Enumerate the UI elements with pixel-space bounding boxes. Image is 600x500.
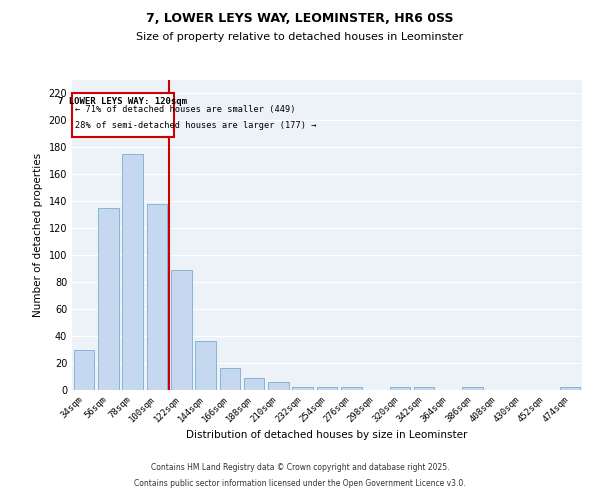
Bar [463, 388, 483, 390]
Text: 7, LOWER LEYS WAY, LEOMINSTER, HR6 0SS: 7, LOWER LEYS WAY, LEOMINSTER, HR6 0SS [146, 12, 454, 26]
Bar [74, 350, 94, 390]
Bar [341, 388, 362, 390]
Bar [244, 378, 265, 390]
Bar [292, 388, 313, 390]
FancyBboxPatch shape [72, 94, 174, 136]
Bar [389, 388, 410, 390]
Y-axis label: Number of detached properties: Number of detached properties [33, 153, 43, 317]
Text: Contains HM Land Registry data © Crown copyright and database right 2025.: Contains HM Land Registry data © Crown c… [151, 464, 449, 472]
Bar [414, 388, 434, 390]
Bar [560, 388, 580, 390]
Bar [122, 154, 143, 390]
Text: 7 LOWER LEYS WAY: 120sqm: 7 LOWER LEYS WAY: 120sqm [59, 96, 187, 106]
Bar [146, 204, 167, 390]
Text: Size of property relative to detached houses in Leominster: Size of property relative to detached ho… [136, 32, 464, 42]
Bar [171, 270, 191, 390]
X-axis label: Distribution of detached houses by size in Leominster: Distribution of detached houses by size … [187, 430, 467, 440]
Bar [195, 342, 216, 390]
Text: Contains public sector information licensed under the Open Government Licence v3: Contains public sector information licen… [134, 478, 466, 488]
Bar [268, 382, 289, 390]
Text: ← 71% of detached houses are smaller (449): ← 71% of detached houses are smaller (44… [74, 106, 295, 114]
Bar [220, 368, 240, 390]
Text: 28% of semi-detached houses are larger (177) →: 28% of semi-detached houses are larger (… [74, 122, 316, 130]
Bar [317, 388, 337, 390]
Bar [98, 208, 119, 390]
